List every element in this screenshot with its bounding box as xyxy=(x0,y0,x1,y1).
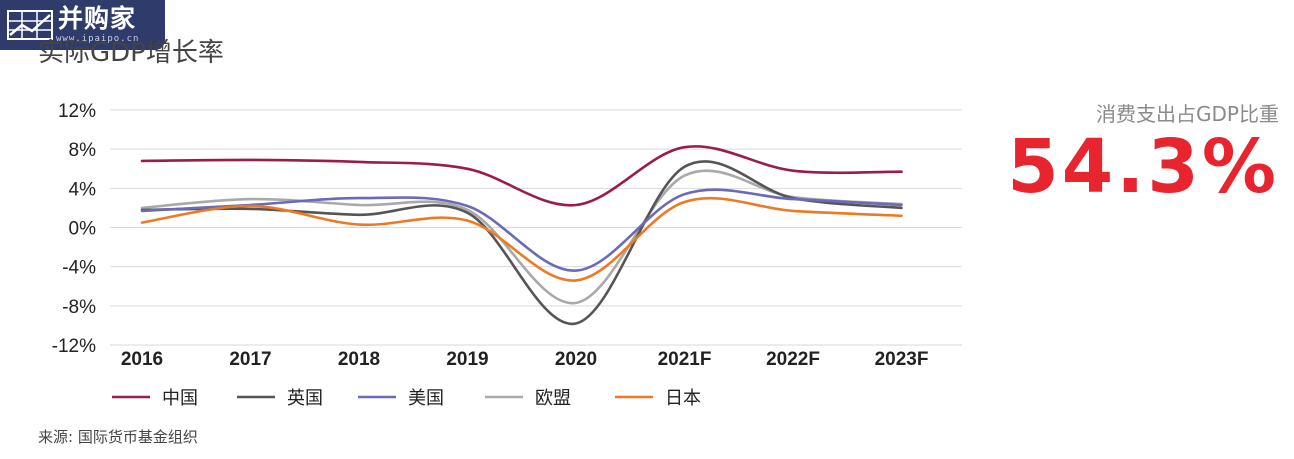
x-tick-label: 2017 xyxy=(229,349,271,370)
y-tick-label: 8% xyxy=(69,140,97,161)
brand-logo: 并购家 www.ipaipo.cn xyxy=(0,0,165,50)
x-tick-label: 2020 xyxy=(555,349,597,370)
y-tick-label: -8% xyxy=(62,297,96,318)
y-tick-label: -4% xyxy=(62,258,96,279)
y-tick-label: -12% xyxy=(52,336,96,357)
chart-title: 实际GDP增长率 xyxy=(38,38,224,68)
source-note: 来源: 国际货币基金组织 xyxy=(38,428,198,446)
series-line-3 xyxy=(140,188,903,272)
y-axis: 12% 8% 4% 0% -4% -8% -12% xyxy=(52,101,96,357)
chart-grid-logo-icon xyxy=(7,10,53,40)
y-tick-label: 4% xyxy=(69,179,97,200)
x-tick-label: 2022F xyxy=(766,349,820,370)
side-stat-value: 54.3% xyxy=(1007,124,1279,210)
legend-label: 日本 xyxy=(665,388,701,409)
x-axis: 2016 2017 2018 2019 2020 2021F 2022F 2023F xyxy=(121,349,929,370)
legend-label: 英国 xyxy=(287,388,323,409)
x-tick-label: 2016 xyxy=(121,349,163,370)
x-tick-label: 2021F xyxy=(658,349,712,370)
brand-url: www.ipaipo.cn xyxy=(56,34,140,44)
x-tick-label: 2019 xyxy=(446,349,488,370)
legend-label: 中国 xyxy=(162,388,198,409)
legend-label: 欧盟 xyxy=(535,388,571,409)
series-line-1 xyxy=(140,145,903,207)
series-lines xyxy=(140,145,903,325)
y-tick-label: 0% xyxy=(69,219,97,240)
series-line-2 xyxy=(140,160,903,325)
x-tick-label: 2023F xyxy=(875,349,929,370)
side-stat-label: 消费支出占GDP比重 xyxy=(1096,102,1279,126)
brand-name: 并购家 xyxy=(58,4,137,33)
legend-label: 美国 xyxy=(408,388,444,409)
series-line-5 xyxy=(140,196,903,282)
chart-legend: 中国 英国 美国 欧盟 日本 xyxy=(112,388,701,409)
x-tick-label: 2018 xyxy=(338,349,380,370)
chart-grid xyxy=(110,109,962,346)
y-tick-label: 12% xyxy=(58,101,96,122)
